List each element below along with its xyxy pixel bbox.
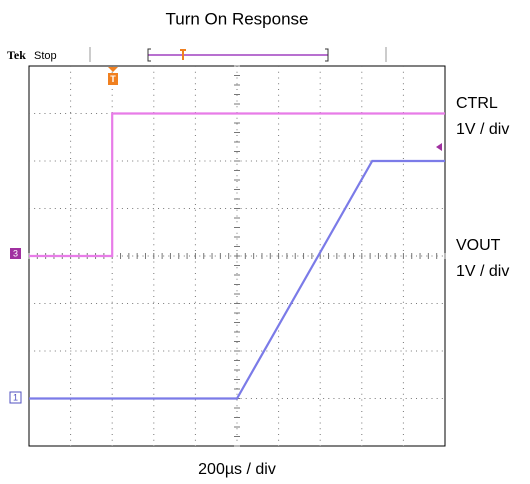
trigger-marker: T xyxy=(108,67,118,85)
x-axis-label: 200µs / div xyxy=(198,461,276,478)
brand: Tek xyxy=(7,48,26,62)
level-marker xyxy=(436,143,442,151)
trigger-label: T xyxy=(110,74,116,84)
scope-state: Stop xyxy=(34,50,57,62)
series-scale: 1V / div xyxy=(456,121,509,138)
trace xyxy=(29,112,445,258)
record-bar xyxy=(147,48,329,62)
series-name: VOUT xyxy=(456,237,501,254)
chart-title: Turn On Response xyxy=(166,9,309,28)
series-scale: 1V / div xyxy=(456,263,509,280)
trace xyxy=(29,159,445,400)
ch3-marker: 3 xyxy=(10,248,21,259)
ch1-label: 1 xyxy=(13,392,18,402)
ch1-marker: 1 xyxy=(9,391,22,404)
series-name: CTRL xyxy=(456,95,498,112)
ch3-label: 3 xyxy=(13,248,18,258)
